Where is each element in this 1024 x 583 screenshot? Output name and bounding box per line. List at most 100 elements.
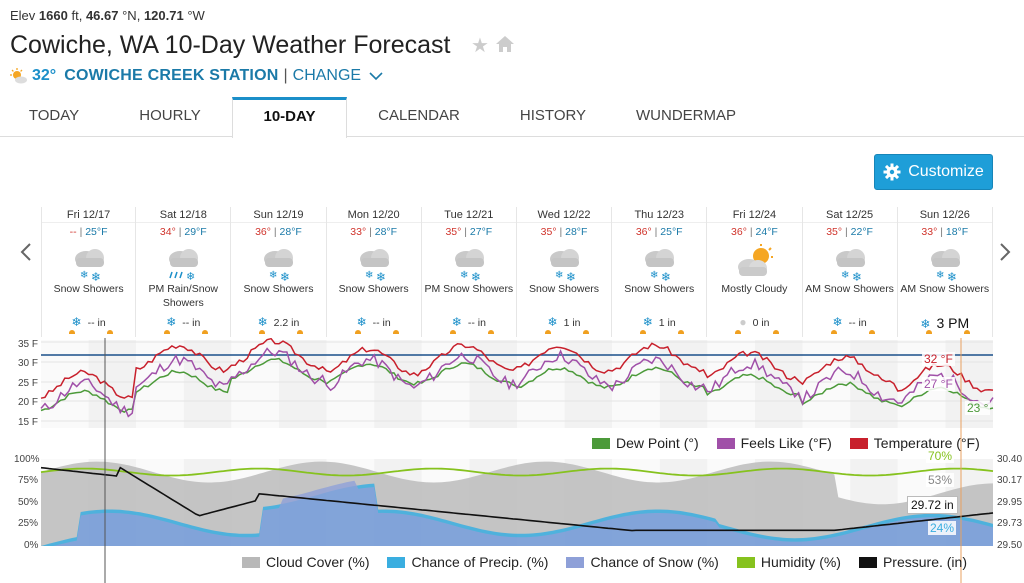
sunset-marker: [107, 330, 113, 334]
legend-feels-like[interactable]: Feels Like (°F): [716, 435, 832, 451]
longitude-value: 120.71: [143, 8, 184, 23]
day-precip: ❄ -- in: [166, 315, 201, 329]
pressure-tick: 30.17: [997, 475, 1023, 486]
day-name: Fri 12/17: [42, 207, 136, 223]
svg-text:❄: ❄: [650, 270, 658, 281]
legend-pressure[interactable]: Pressure. (in): [858, 554, 967, 570]
sunrise-marker: [449, 330, 456, 334]
day-high-low: 33° | 28°F: [350, 226, 398, 238]
percent-tick: 100%: [14, 454, 40, 465]
snowflake-icon: ❄: [642, 315, 653, 329]
pressure-tick: 29.50: [997, 540, 1023, 551]
pressure-tick: 30.40: [997, 454, 1023, 465]
svg-text:❄: ❄: [269, 270, 277, 281]
tab-hourly[interactable]: HOURLY: [139, 107, 201, 124]
day-high: --: [69, 226, 77, 238]
day-condition: Snow Showers: [624, 283, 695, 295]
day-column[interactable]: Sun 12/19 36° | 28°F ❄ ❄ Snow Showers ❄ 2.2 in: [231, 207, 327, 337]
day-column[interactable]: Wed 12/22 35° | 28°F ❄ ❄ Snow Showers ❄ 1 in: [516, 207, 613, 337]
temperature-line: [40, 337, 994, 399]
day-condition: Mostly Cloudy: [721, 283, 788, 295]
day-high: 36°: [255, 226, 271, 238]
temp-tick: 35 F: [18, 339, 39, 350]
svg-text:❄: ❄: [80, 270, 88, 281]
day-column[interactable]: Sat 12/25 35° | 22°F ❄ ❄ AM Snow Showers ❄ -- …: [802, 207, 898, 337]
change-station-link[interactable]: CHANGE: [293, 67, 383, 85]
day-column[interactable]: Thu 12/23 36° | 25°F ❄ ❄ Snow Showers ❄ 1 in: [612, 207, 708, 337]
tab-today[interactable]: TODAY: [28, 107, 80, 124]
day-high-low: 33° | 18°F: [921, 226, 969, 238]
precip-readout: 24%: [928, 521, 957, 535]
station-name[interactable]: COWICHE CREEK STATION: [64, 67, 279, 84]
chance-snow-area: [41, 480, 993, 546]
dew-point-readout: 23 °: [965, 401, 991, 415]
temp-tick: 15 F: [18, 417, 39, 428]
day-name: Thu 12/23: [612, 207, 707, 223]
svg-text:❄: ❄: [186, 270, 195, 282]
svg-text:❄: ❄: [947, 270, 957, 282]
legend-temperature[interactable]: Temperature (°F): [849, 435, 980, 451]
svg-text:❄: ❄: [566, 270, 576, 282]
day-high: 35°: [445, 226, 462, 238]
day-name: Tue 12/21: [421, 207, 516, 223]
day-column[interactable]: Tue 12/21 35° | 27°F ❄ ❄ PM Snow Showers ❄ -- …: [421, 207, 517, 337]
snowflake-icon: ❄: [920, 317, 931, 331]
snowflake-icon: ❄: [356, 315, 367, 329]
svg-text:❄: ❄: [91, 270, 101, 282]
day-precip: ❄ -- in: [71, 315, 106, 329]
day-column[interactable]: Fri 12/24 36° | 24°F Mostly Cloudy ● 0 in: [707, 207, 803, 337]
day-low: 28°F: [374, 226, 398, 238]
pressure-line: [40, 466, 994, 532]
tab-wundermap[interactable]: WUNDERMAP: [636, 107, 736, 124]
snow-showers-icon: ❄ ❄: [255, 242, 301, 284]
temp-band: [469, 340, 517, 428]
legend-dew-point[interactable]: Dew Point (°): [592, 435, 699, 451]
forecast-charts-svg: [40, 337, 994, 583]
snowflake-icon: ❄: [257, 315, 268, 329]
day-column[interactable]: Sat 12/18 34° | 29°F ❄ PM Rain/Snow Showers…: [136, 207, 232, 337]
station-row: 32° COWICHE CREEK STATION | CHANGE: [10, 67, 383, 85]
legend-cloud-cover[interactable]: Cloud Cover (%): [242, 554, 369, 570]
previous-arrow-icon[interactable]: [20, 242, 32, 268]
sunrise-marker: [164, 330, 171, 334]
legend-chance-snow[interactable]: Chance of Snow (%): [566, 554, 719, 570]
day-high-low: 34° | 29°F: [159, 226, 207, 238]
temp-band: [326, 340, 375, 428]
day-column[interactable]: Mon 12/20 33° | 28°F ❄ ❄ Snow Showers ❄ -- in: [326, 207, 422, 337]
humidity-readout: 70%: [926, 449, 955, 463]
snow-showers-icon: ❄ ❄: [636, 242, 682, 284]
customize-button[interactable]: Customize: [874, 154, 993, 190]
sunrise-marker: [545, 330, 551, 334]
sunset-marker: [202, 330, 209, 334]
sunrise-marker: [69, 330, 75, 334]
snow-showers-icon: ❄ ❄: [922, 242, 968, 284]
temp-band: [517, 340, 565, 428]
day-column[interactable]: Fri 12/17 -- | 25°F ❄ ❄ Snow Showers ❄ -- in: [41, 207, 137, 337]
snow-showers-icon: ❄ ❄: [827, 242, 873, 284]
mostly-cloudy-icon: [731, 242, 777, 282]
precip-legend: Cloud Cover (%) Chance of Precip. (%) Ch…: [242, 554, 967, 570]
day-precip: ❄ -- in: [356, 315, 391, 329]
day-column[interactable]: Sun 12/26 33° | 18°F ❄ ❄ AM Snow Showers ❄ 3 P…: [897, 207, 993, 337]
star-icon[interactable]: ★: [471, 35, 489, 57]
day-low: 22°F: [850, 226, 873, 238]
tab-10-day[interactable]: 10-DAY: [232, 97, 347, 138]
day-high: 33°: [350, 226, 367, 238]
legend-chance-precip[interactable]: Chance of Precip. (%): [387, 554, 548, 570]
svg-text:❄: ❄: [376, 270, 386, 282]
snowflake-icon: ●: [739, 315, 747, 329]
chevron-down-icon: [368, 72, 383, 80]
snow-showers-icon: ❄ ❄: [446, 242, 492, 284]
pressure-tick: 29.95: [997, 497, 1023, 508]
legend-humidity[interactable]: Humidity (%): [736, 554, 841, 570]
day-low: 24°F: [755, 226, 778, 238]
home-icon[interactable]: [495, 35, 515, 58]
forecast-days: Fri 12/17 -- | 25°F ❄ ❄ Snow Showers ❄ -- in Sa…: [41, 207, 993, 337]
next-arrow-icon[interactable]: [999, 242, 1011, 268]
day-high: 35°: [826, 226, 843, 238]
tab-history[interactable]: HISTORY: [519, 107, 587, 124]
elevation-value: 1660: [38, 8, 68, 23]
sunset-marker: [392, 330, 399, 334]
latitude-value: 46.67: [85, 8, 119, 23]
tab-calendar[interactable]: CALENDAR: [378, 107, 460, 124]
